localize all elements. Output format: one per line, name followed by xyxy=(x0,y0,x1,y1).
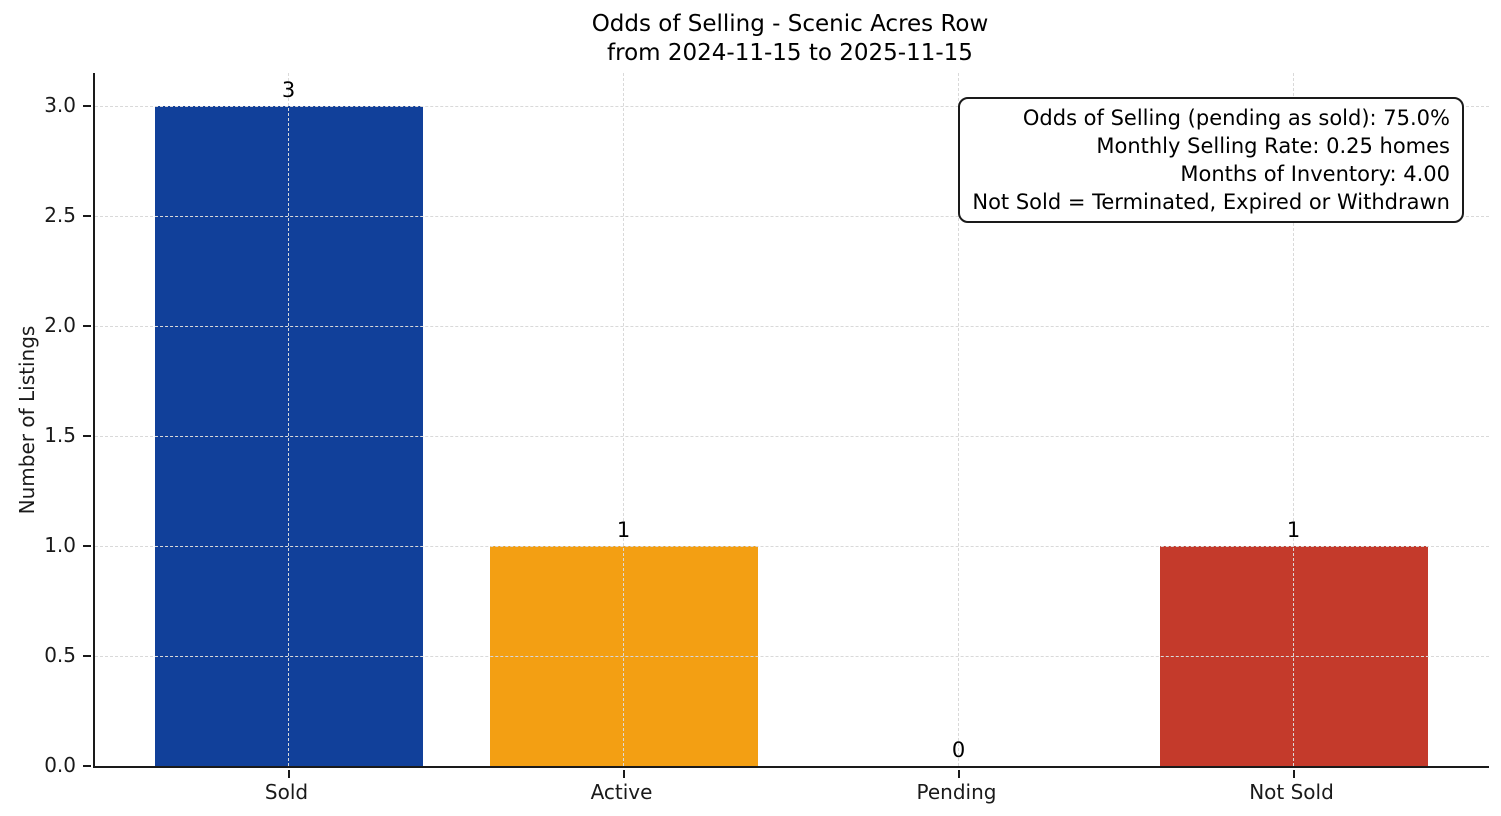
bar-value-label: 3 xyxy=(281,78,296,102)
y-tick-mark xyxy=(83,655,91,657)
y-tick-label: 0.5 xyxy=(44,643,76,667)
y-tick-mark xyxy=(83,545,91,547)
y-tick-label: 2.5 xyxy=(44,203,76,227)
h-gridline xyxy=(95,326,1489,327)
x-tick-label: Not Sold xyxy=(1249,780,1334,804)
y-tick-mark xyxy=(83,765,91,767)
x-tick-mark xyxy=(957,770,960,778)
y-tick-mark xyxy=(83,435,91,437)
v-gridline xyxy=(958,73,959,766)
h-gridline xyxy=(95,216,1489,217)
annotation-line-rate: Monthly Selling Rate: 0.25 homes xyxy=(1096,134,1450,158)
y-tick-mark xyxy=(83,325,91,327)
y-tick-label: 1.0 xyxy=(44,533,76,557)
x-tick-mark xyxy=(622,770,625,778)
y-tick-mark xyxy=(83,215,91,217)
annotation-line-inventory: Months of Inventory: 4.00 xyxy=(1180,162,1450,186)
v-gridline xyxy=(1293,73,1294,766)
bar-value-label: 1 xyxy=(1286,518,1301,542)
chart-title: Odds of Selling - Scenic Acres Row xyxy=(591,11,989,37)
v-gridline xyxy=(288,73,289,766)
annotation-line-notsold: Not Sold = Terminated, Expired or Withdr… xyxy=(972,190,1450,214)
y-axis-label: Number of Listings xyxy=(15,325,39,515)
y-tick-label: 2.0 xyxy=(44,313,76,337)
x-tick-mark xyxy=(287,770,290,778)
y-tick-label: 3.0 xyxy=(44,93,76,117)
h-gridline xyxy=(95,106,1489,107)
annotation-line-odds: Odds of Selling (pending as sold): 75.0% xyxy=(1022,106,1450,130)
chart-subtitle: from 2024-11-15 to 2025-11-15 xyxy=(607,40,973,66)
chart-title-block: Odds of Selling - Scenic Acres Row from … xyxy=(93,10,1487,68)
plot-area: 3 1 0 1 xyxy=(83,73,1489,778)
x-tick-label: Active xyxy=(590,780,653,804)
x-tick-label: Pending xyxy=(916,780,997,804)
y-tick-mark xyxy=(83,105,91,107)
y-tick-label: 1.5 xyxy=(44,423,76,447)
y-tick-label: 0.0 xyxy=(44,753,76,777)
h-gridline xyxy=(95,546,1489,547)
annotation-box: Odds of Selling (pending as sold): 75.0%… xyxy=(958,97,1464,223)
h-gridline xyxy=(95,436,1489,437)
bar-value-label: 0 xyxy=(951,738,966,762)
bar-value-label: 1 xyxy=(616,518,631,542)
x-tick-mark xyxy=(1292,770,1295,778)
v-gridline xyxy=(623,73,624,766)
x-tick-label: Sold xyxy=(264,780,309,804)
h-gridline xyxy=(95,656,1489,657)
